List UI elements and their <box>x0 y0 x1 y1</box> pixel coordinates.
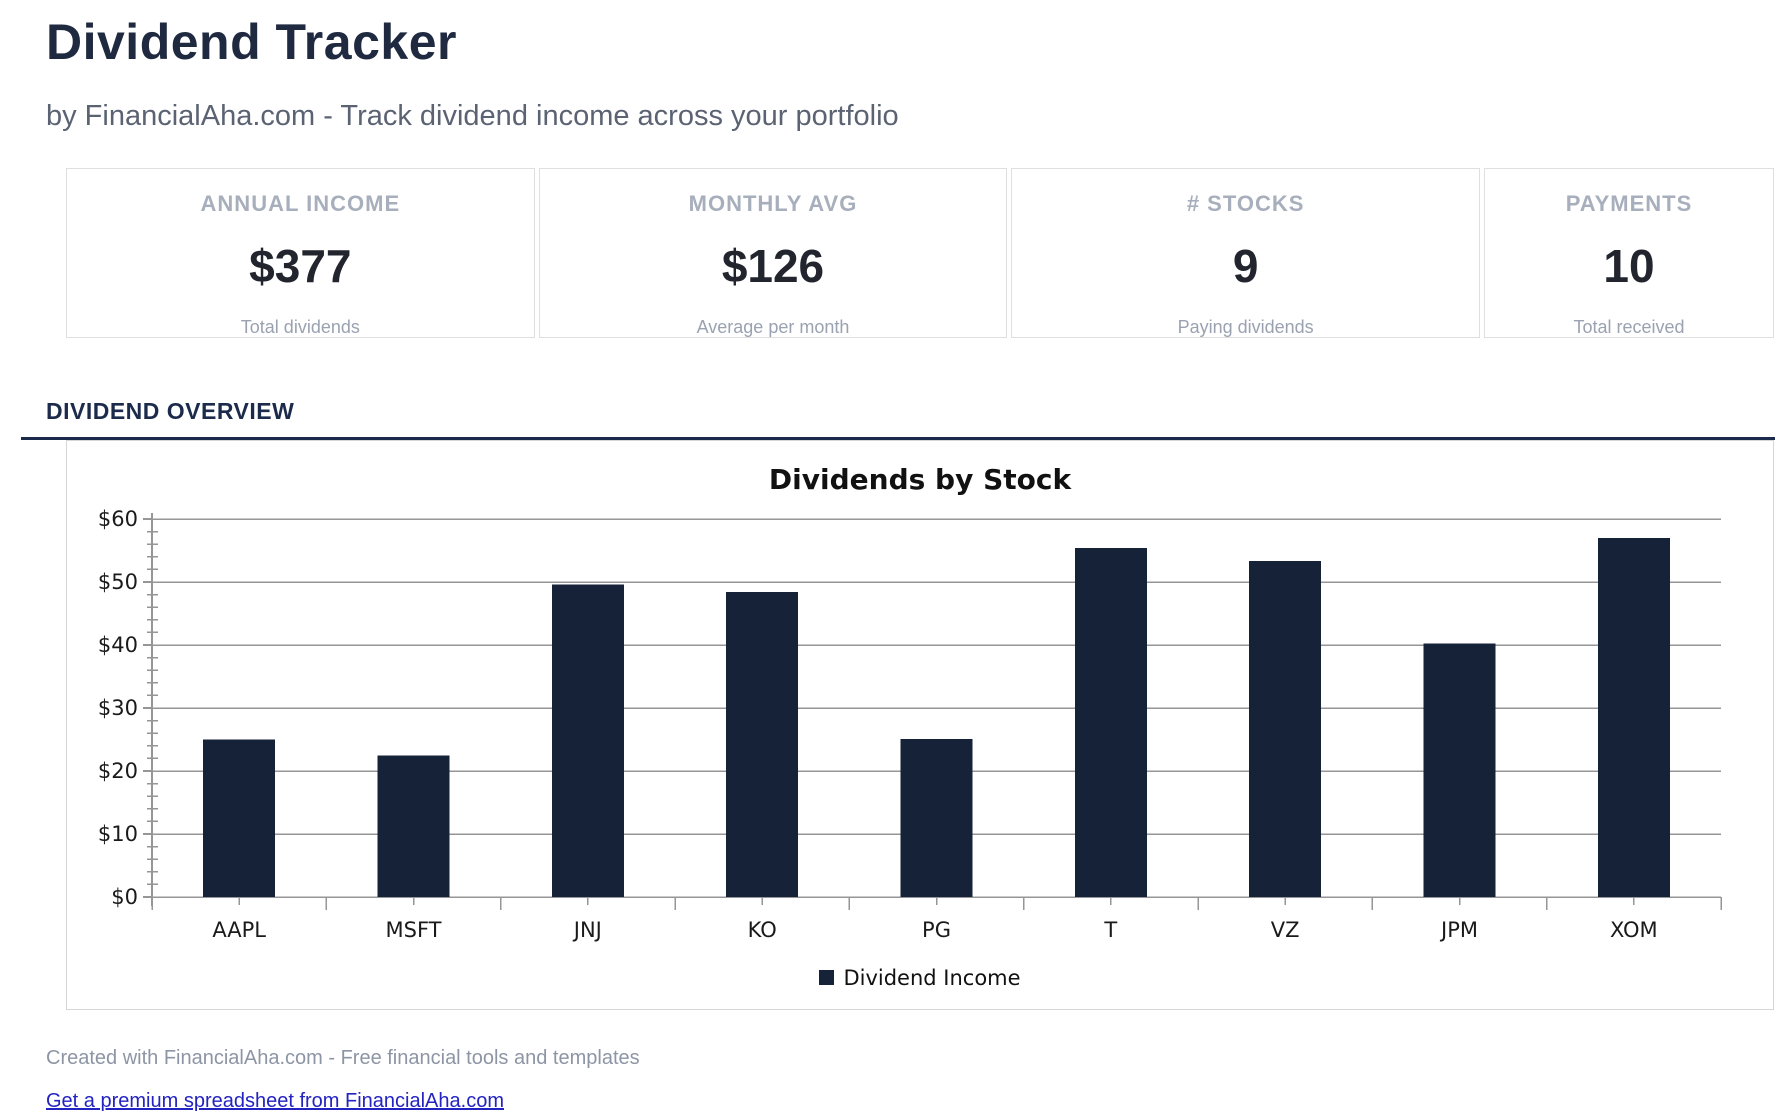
y-tick-label: $30 <box>98 696 138 720</box>
y-tick-label: $0 <box>111 885 138 909</box>
stat-caption: Average per month <box>696 316 850 337</box>
stat-value: $126 <box>721 239 825 292</box>
section-rule <box>21 436 1775 440</box>
premium-spreadsheet-link[interactable]: Get a premium spreadsheet from Financial… <box>46 1089 504 1112</box>
x-tick-label: T <box>1103 918 1117 942</box>
y-tick-label: $40 <box>98 633 138 657</box>
footer-credit: Created with FinancialAha.com - Free fin… <box>46 1046 640 1069</box>
page-subtitle: by FinancialAha.com - Track dividend inc… <box>46 99 899 132</box>
stat-value: 10 <box>1603 239 1655 292</box>
x-tick-label: JNJ <box>572 918 602 942</box>
bar-MSFT <box>377 754 450 897</box>
x-tick-label: KO <box>748 918 777 942</box>
stat-label: ANNUAL INCOME <box>200 190 401 216</box>
x-tick-label: MSFT <box>386 918 442 942</box>
stat-label: MONTHLY AVG <box>688 190 858 216</box>
bar-PG <box>900 738 973 897</box>
chart-title: Dividends by Stock <box>768 462 1072 496</box>
stat-label: # STOCKS <box>1186 190 1305 216</box>
x-tick-label: XOM <box>1610 918 1658 942</box>
y-tick-label: $50 <box>98 570 138 594</box>
stat-caption: Paying dividends <box>1177 316 1314 337</box>
bar-KO <box>726 591 799 897</box>
page-title: Dividend Tracker <box>46 14 457 70</box>
x-tick-label: JPM <box>1439 918 1478 942</box>
legend-label: Dividend Income <box>843 965 1021 990</box>
bar-JNJ <box>551 584 624 897</box>
x-tick-label: VZ <box>1271 918 1300 942</box>
stat-label: PAYMENTS <box>1565 190 1693 216</box>
bar-XOM <box>1597 537 1670 897</box>
y-tick-label: $10 <box>98 822 138 846</box>
stat-value: $377 <box>249 239 352 292</box>
legend-swatch-icon <box>819 970 835 985</box>
stats-row: ANNUAL INCOME $377 Total dividends MONTH… <box>66 167 1775 338</box>
stat-value: 9 <box>1232 239 1259 292</box>
stat-card-num-stocks: # STOCKS 9 Paying dividends <box>1011 167 1480 338</box>
y-tick-label: $60 <box>98 507 138 531</box>
bar-VZ <box>1249 560 1322 897</box>
bar-JPM <box>1423 643 1496 897</box>
chart-container: Dividends by Stock $0 $10 $20 $30 $40 $50 $60 A… <box>66 439 1774 1010</box>
x-tick-label: PG <box>922 918 951 942</box>
chart-legend: Dividend Income <box>67 966 1773 990</box>
stat-card-monthly-avg: MONTHLY AVG $126 Average per month <box>538 167 1008 338</box>
dividends-bar-chart: $0 $10 $20 $30 $40 $50 $60 AAPL MSFT JNJ KO PG T VZ JP… <box>98 507 1722 942</box>
x-tick-label: AAPL <box>212 918 266 942</box>
bar-AAPL <box>203 739 276 897</box>
stat-card-annual-income: ANNUAL INCOME $377 Total dividends <box>66 167 535 338</box>
stat-caption: Total received <box>1573 316 1685 337</box>
bar-T <box>1074 547 1147 897</box>
stat-card-payments: PAYMENTS 10 Total received <box>1483 167 1775 338</box>
stat-caption: Total dividends <box>240 316 360 337</box>
y-tick-label: $20 <box>98 759 138 783</box>
section-heading: DIVIDEND OVERVIEW <box>46 397 295 424</box>
